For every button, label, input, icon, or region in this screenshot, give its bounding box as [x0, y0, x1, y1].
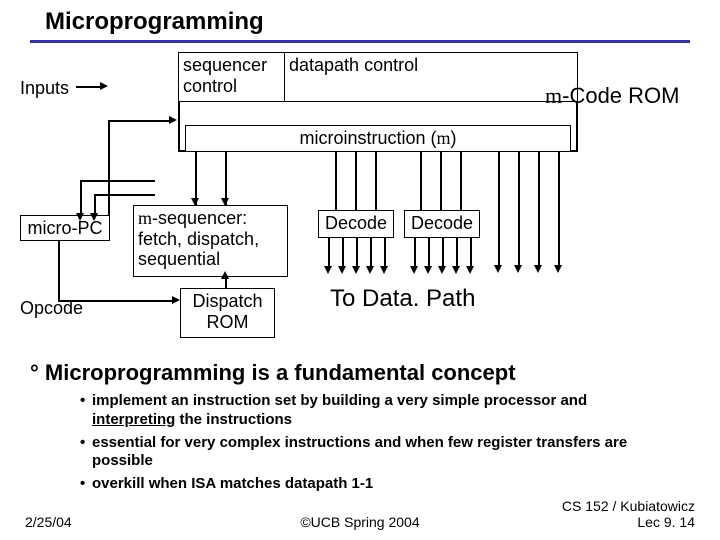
bullet-list: implement an instruction set by building… — [80, 392, 670, 498]
d1-out-a1 — [324, 266, 332, 274]
to-datapath-label: To Data. Path — [330, 285, 475, 313]
seq-return-line2h — [94, 194, 155, 196]
page-title: Microprogramming — [45, 8, 264, 36]
mi-d1-2 — [355, 152, 357, 210]
title-underline — [30, 40, 690, 43]
mpc-down-line — [58, 241, 60, 301]
bullet-3: overkill when ISA matches datapath 1-1 — [80, 475, 670, 494]
mpc-up-line — [108, 120, 110, 215]
seq-return-line1v — [80, 180, 82, 215]
bullet-1: implement an instruction set by building… — [80, 392, 670, 430]
mi-direct-arrow4 — [554, 265, 562, 273]
mi-direct-4 — [558, 152, 560, 267]
datapath-control-box: datapath control — [285, 52, 578, 102]
decode2-box: Decode — [404, 210, 480, 238]
mpc-horiz-line — [108, 120, 170, 122]
mi-d1-1 — [335, 152, 337, 210]
seq-return-line2v — [94, 194, 96, 215]
d1-out-a4 — [366, 266, 374, 274]
code-rom-label: m-Code ROM — [545, 83, 679, 108]
d1-out-a5 — [380, 266, 388, 274]
seq-return-line1h — [80, 180, 155, 182]
dispatch-rom-text: Dispatch ROM — [192, 291, 262, 332]
d1-out-1 — [328, 238, 330, 268]
mi-direct-3 — [538, 152, 540, 267]
mi-direct-arrow1 — [494, 265, 502, 273]
decode1-box: Decode — [318, 210, 394, 238]
bullet-title: ° Microprogramming is a fundamental conc… — [30, 360, 516, 386]
diagram-area: Inputs sequencer control datapath contro… — [20, 50, 700, 355]
bullet-2: essential for very complex instructions … — [80, 434, 670, 472]
mi-to-seq-arrow2 — [221, 198, 229, 206]
d1-out-a3 — [352, 266, 360, 274]
seq-return-arrow2 — [90, 213, 98, 221]
d2-out-a3 — [438, 266, 446, 274]
footer-course: CS 152 / Kubiatowicz Lec 9. 14 — [562, 499, 695, 530]
sequencer-control-text: sequencer control — [183, 55, 267, 96]
seq-return-arrow1 — [76, 213, 84, 221]
mi-d2-1 — [420, 152, 422, 210]
mi-direct-2 — [518, 152, 520, 267]
mi-d1-3 — [375, 152, 377, 210]
d2-out-1 — [414, 238, 416, 268]
d2-out-a1 — [410, 266, 418, 274]
d2-out-2 — [428, 238, 430, 268]
mi-to-seq-arrow1 — [191, 198, 199, 206]
inputs-arrow-line — [76, 86, 101, 88]
mi-d2-3 — [460, 152, 462, 210]
d2-out-3 — [442, 238, 444, 268]
d1-out-2 — [342, 238, 344, 268]
d2-out-4 — [456, 238, 458, 268]
d2-out-a5 — [466, 266, 474, 274]
d2-out-5 — [470, 238, 472, 268]
msequencer-box: m-sequencer:fetch, dispatch,sequential — [133, 205, 288, 277]
d1-out-3 — [356, 238, 358, 268]
mi-direct-arrow2 — [514, 265, 522, 273]
microinstruction-box: microinstruction (m) — [185, 125, 571, 152]
d1-out-a2 — [338, 266, 346, 274]
mpc-bottom-arrow — [172, 296, 180, 304]
mi-direct-1 — [498, 152, 500, 267]
inputs-arrow-head — [100, 82, 108, 90]
datapath-control-text: datapath control — [289, 55, 418, 75]
opcode-label: Opcode — [20, 298, 83, 319]
mi-d2-2 — [440, 152, 442, 210]
mpc-arrow-head — [169, 116, 177, 124]
mi-direct-arrow3 — [534, 265, 542, 273]
sequencer-control-box: sequencer control — [178, 52, 285, 102]
d2-out-a2 — [424, 266, 432, 274]
inputs-label: Inputs — [20, 78, 69, 99]
dispatch-rom-box: Dispatch ROM — [180, 288, 275, 338]
d1-out-5 — [384, 238, 386, 268]
d2-out-a4 — [452, 266, 460, 274]
drom-up-arrow — [221, 271, 229, 279]
d1-out-4 — [370, 238, 372, 268]
